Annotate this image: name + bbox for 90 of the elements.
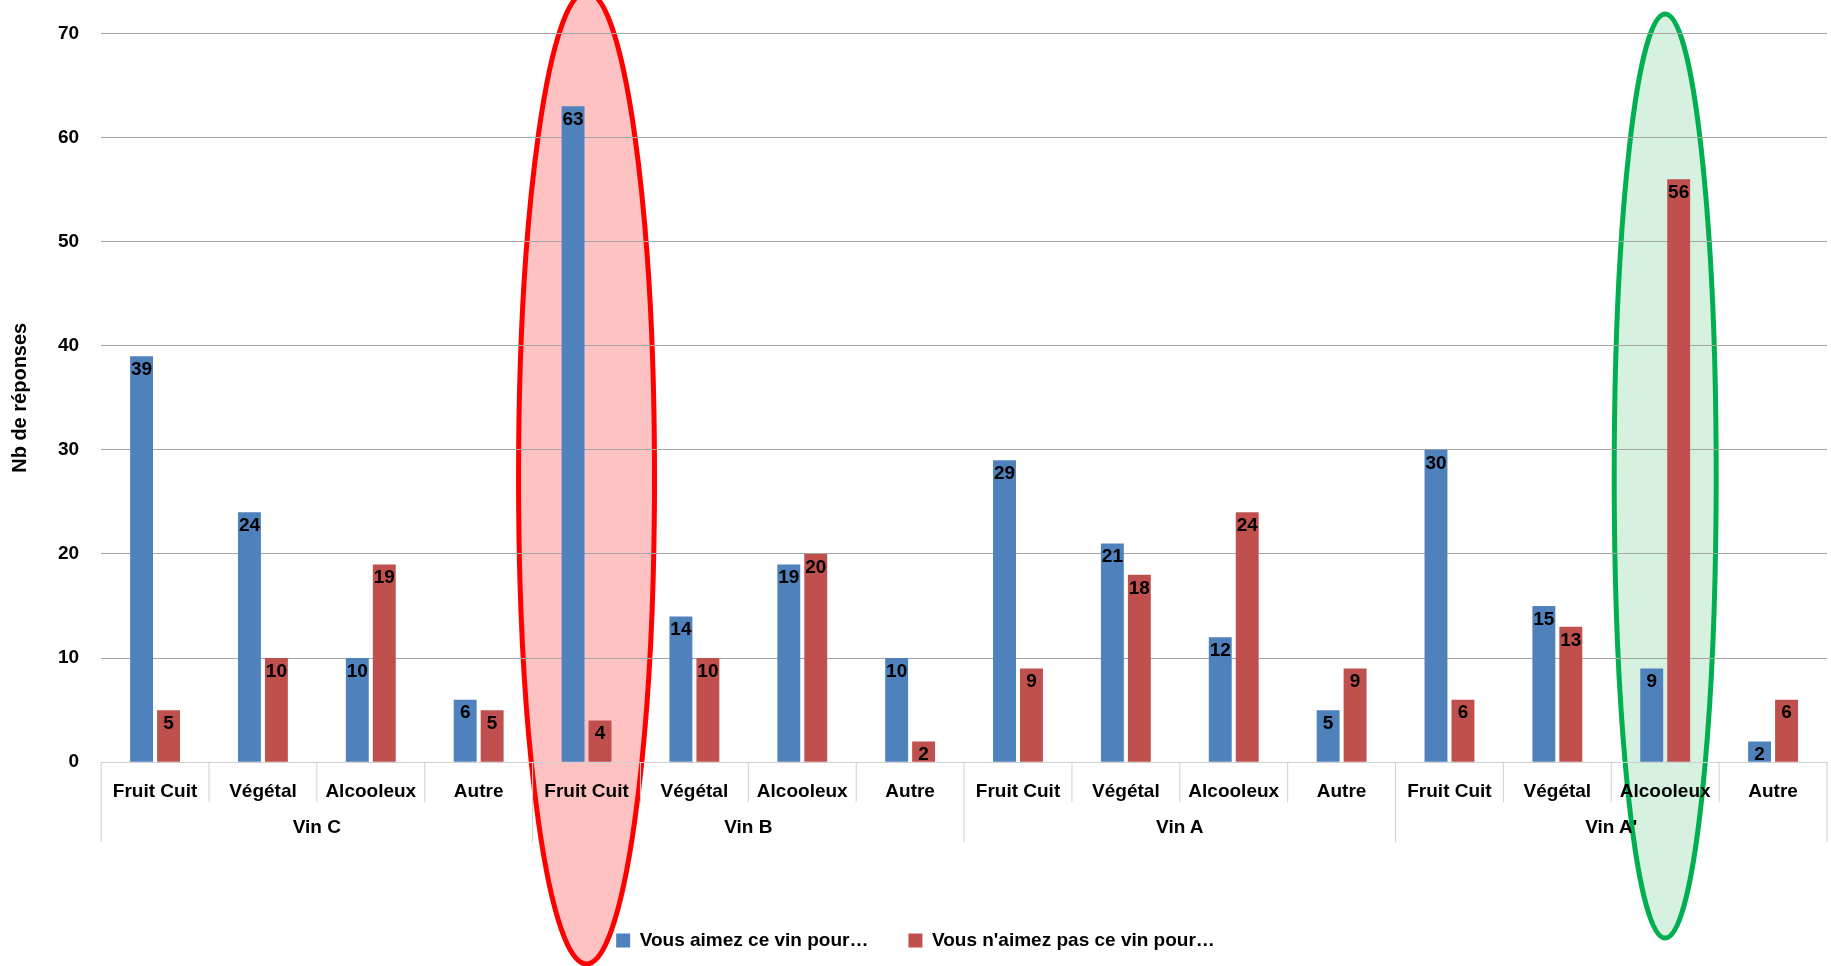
text: Vin A [1156, 816, 1204, 838]
legend-label: Vous n'aimez pas ce vin pour… [931, 928, 1215, 950]
data-label: 39 [131, 357, 153, 379]
data-label: 19 [778, 566, 800, 588]
legend-label: Vous aimez ce vin pour… [639, 928, 869, 950]
bar [1424, 449, 1448, 762]
data-label: 10 [265, 659, 287, 681]
x-tick-label: Fruit Cuit [975, 779, 1061, 801]
y-tick-label: 50 [57, 229, 80, 251]
data-label: 10 [346, 659, 368, 681]
bar [1559, 626, 1583, 762]
bar [237, 512, 261, 762]
x-tick-label: Fruit Cuit [1407, 779, 1493, 801]
bar [1775, 699, 1799, 762]
data-label: 5 [486, 711, 498, 733]
data-label: 21 [1101, 545, 1124, 567]
x-tick-label: Fruit Cuit [112, 779, 198, 801]
bar [480, 710, 504, 762]
bar [1020, 668, 1043, 762]
data-label: 14 [670, 618, 692, 640]
y-tick-label: 70 [57, 21, 80, 43]
data-label: 10 [697, 659, 719, 681]
y-axis-title: Nb de réponses [7, 322, 30, 473]
x-tick-label: Alcooleux [756, 779, 849, 801]
bar [157, 710, 181, 762]
y-tick-label: 60 [57, 125, 80, 147]
data-label: 9 [1349, 670, 1361, 692]
data-label: 2 [918, 743, 929, 765]
bar [1640, 668, 1664, 762]
bar [1343, 668, 1367, 762]
x-tick-label: Autre [885, 779, 935, 801]
bar [345, 658, 369, 762]
data-label: 6 [1781, 701, 1792, 723]
bar [993, 460, 1016, 762]
bar [1532, 606, 1556, 762]
data-label: 24 [238, 514, 261, 536]
bar [372, 564, 396, 762]
y-tick-label: 30 [57, 438, 80, 460]
y-tick-label: 40 [57, 333, 80, 355]
data-label: 19 [373, 566, 395, 588]
x-tick-label: Végétal [1092, 779, 1160, 801]
data-label: 6 [459, 701, 471, 723]
data-label: 4 [594, 722, 606, 744]
x-tick-label: Alcooleux [325, 779, 417, 801]
bar [1235, 512, 1259, 762]
y-tick-label: 10 [57, 646, 80, 668]
data-label: 9 [1026, 670, 1037, 692]
x-tick-label: Fruit Cuit [544, 779, 630, 801]
text: Vin B [724, 816, 773, 838]
data-label: 15 [1533, 607, 1555, 629]
data-label: 18 [1128, 576, 1150, 598]
bar [561, 106, 585, 762]
x-tick-label: Autre [1748, 779, 1798, 801]
x-tick-label: Végétal [229, 779, 297, 801]
data-label: 56 [1668, 180, 1690, 202]
bar [1316, 710, 1340, 762]
bar [804, 553, 828, 762]
bar [696, 658, 720, 762]
data-label: 63 [562, 108, 584, 130]
data-label: 13 [1560, 628, 1582, 650]
x-tick-label: Végétal [1523, 779, 1592, 801]
bar [1667, 179, 1691, 762]
bar [1127, 574, 1151, 762]
data-label: 10 [886, 659, 908, 681]
bar [1451, 699, 1475, 762]
data-label: 5 [163, 711, 175, 733]
data-label: 6 [1457, 701, 1469, 723]
bar [1100, 543, 1124, 762]
bar [264, 658, 288, 762]
x-tick-label: Autre [453, 779, 504, 801]
bar [669, 616, 693, 762]
data-label: 20 [805, 555, 827, 577]
x-tick-label: Autre [1316, 779, 1367, 801]
bar [777, 564, 801, 762]
bar [130, 356, 154, 762]
y-tick-label: 20 [57, 542, 80, 564]
data-label: 5 [1322, 711, 1334, 733]
bar [885, 658, 909, 762]
text: Vin C [292, 816, 342, 838]
data-label: 2 [1754, 743, 1765, 765]
bar [1208, 637, 1232, 762]
x-tick-label: Végétal [660, 779, 729, 801]
data-label: 30 [1425, 451, 1447, 473]
x-tick-label: Alcooleux [1188, 779, 1280, 801]
data-label: 12 [1209, 639, 1231, 660]
data-label: 29 [993, 462, 1016, 483]
data-label: 9 [1646, 670, 1658, 692]
y-tick-label: 0 [68, 750, 80, 772]
data-label: 24 [1236, 514, 1259, 536]
bar [453, 699, 477, 762]
